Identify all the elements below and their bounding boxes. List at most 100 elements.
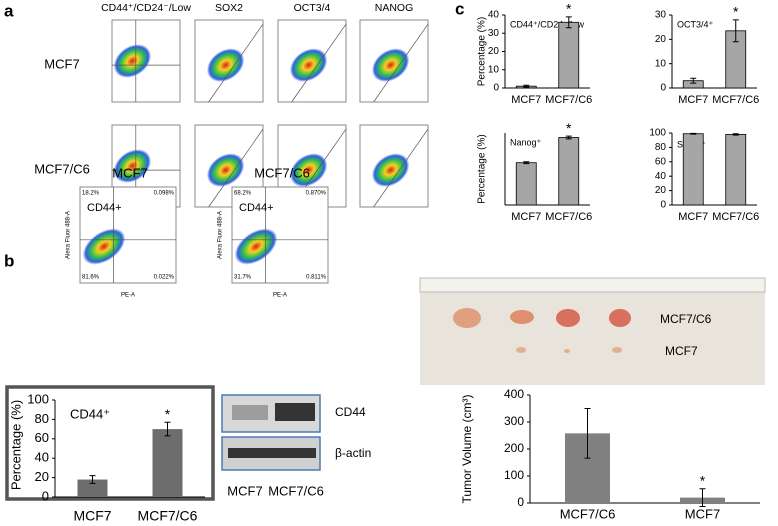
- row-label: MCF7/C6: [34, 161, 90, 176]
- chart-title: CD44⁺/CD24⁻/low: [510, 19, 585, 29]
- column-header: CD44⁺/CD24⁻/Low: [101, 2, 191, 14]
- significance-marker: *: [165, 406, 171, 422]
- y-axis-label: Percentage (%): [477, 134, 488, 203]
- flow-title: MCF7: [112, 165, 147, 180]
- flow-density: [113, 44, 152, 78]
- flow-density: [113, 149, 152, 183]
- flow-density: [206, 153, 245, 187]
- y-tick-label: 30: [655, 10, 667, 21]
- axis-label: PE-A: [121, 293, 135, 299]
- gate-line: [208, 128, 264, 208]
- tumor-photo: [420, 278, 765, 385]
- blot-label: CD44: [335, 405, 366, 419]
- photo-label: MCF7: [665, 344, 698, 358]
- x-tick-label: MCF7/C6: [545, 94, 592, 106]
- y-tick-label: 40: [655, 171, 667, 182]
- x-tick-label: MCF7: [678, 211, 708, 223]
- flow-density: [289, 153, 328, 187]
- x-tick-label: MCF7: [678, 94, 708, 106]
- tumor: [612, 347, 622, 353]
- tumor: [556, 309, 580, 327]
- y-tick-label: 300: [504, 414, 524, 428]
- blot-band: [228, 448, 316, 458]
- y-tick-label: 0: [493, 83, 499, 94]
- y-tick-label: 60: [35, 430, 49, 445]
- bar: [152, 429, 183, 497]
- y-axis-label: Percentage (%): [477, 17, 488, 86]
- significance-marker: *: [733, 4, 739, 20]
- error-bar: [164, 421, 171, 437]
- error-bar: [523, 161, 530, 165]
- y-tick-label: 0: [42, 488, 49, 503]
- y-tick-label: 80: [655, 142, 667, 153]
- chart-title: Nanog⁺: [510, 137, 542, 147]
- axis-label: Alexa Fluor 488-A: [218, 211, 224, 259]
- error-bar: [699, 488, 706, 508]
- y-tick-label: 10: [655, 58, 667, 69]
- significance-marker: *: [566, 120, 572, 136]
- y-tick-label: 40: [488, 10, 500, 21]
- y-tick-label: 10: [488, 64, 500, 75]
- y-tick-label: 20: [655, 34, 667, 45]
- error-bar: [690, 132, 697, 135]
- error-bar: [89, 475, 96, 484]
- y-tick-label: 20: [655, 185, 667, 196]
- gate-line: [373, 128, 429, 208]
- tumor: [453, 308, 481, 328]
- photo-label: MCF7/C6: [660, 312, 712, 326]
- ruler: [419, 277, 766, 293]
- y-tick-label: 60: [655, 156, 667, 167]
- quadrant-value: 0.022%: [154, 275, 175, 281]
- gate-label: CD44+: [87, 202, 122, 214]
- gate-line: [291, 23, 347, 103]
- gate-label: CD44+: [239, 202, 274, 214]
- blot-band: [232, 405, 268, 420]
- x-tick-label: MCF7/C6: [712, 94, 759, 106]
- bar: [558, 137, 580, 206]
- error-bar: [584, 408, 591, 459]
- panel-label: c: [455, 0, 464, 18]
- y-tick-label: 0: [517, 495, 524, 509]
- x-tick-label: MCF7/C6: [545, 211, 592, 223]
- significance-marker: *: [700, 472, 706, 488]
- flow-density: [234, 228, 278, 265]
- column-header: SOX2: [215, 2, 243, 14]
- quadrant-value: 0.811%: [306, 275, 327, 281]
- x-tick-label: MCF7/C6: [138, 508, 198, 524]
- tumor: [609, 309, 631, 327]
- gate-line: [208, 23, 264, 103]
- quadrant-value: 0.098%: [154, 191, 175, 197]
- column-header: NANOG: [375, 2, 414, 14]
- error-bar: [732, 19, 739, 43]
- y-tick-label: 100: [504, 468, 524, 482]
- error-bar: [523, 84, 530, 88]
- panel-label: a: [4, 1, 14, 20]
- tumor: [564, 349, 570, 353]
- x-tick-label: MCF7: [511, 94, 541, 106]
- x-tick-label: MCF7: [511, 211, 541, 223]
- panel-label: b: [4, 251, 14, 270]
- x-tick-label: MCF7/C6: [560, 506, 616, 521]
- error-bar: [565, 135, 572, 140]
- y-tick-label: 400: [504, 387, 524, 401]
- blot-band: [275, 403, 315, 421]
- quadrant-value: 81.6%: [82, 275, 100, 281]
- y-tick-label: 200: [504, 441, 524, 455]
- column-header: OCT3/4: [294, 2, 331, 14]
- quadrant-value: 68.2%: [234, 191, 252, 197]
- y-tick-label: 100: [27, 391, 49, 406]
- significance-marker: *: [566, 1, 572, 17]
- bar: [515, 162, 537, 206]
- x-tick-label: MCF7: [73, 508, 111, 524]
- flow-density: [82, 228, 126, 265]
- blot-lane: MCF7: [227, 483, 262, 498]
- y-tick-label: 20: [35, 469, 49, 484]
- y-tick-label: 80: [35, 411, 49, 426]
- row-label: MCF7: [44, 56, 79, 71]
- flow-density: [206, 48, 245, 82]
- chart-title: CD44⁺: [70, 406, 110, 421]
- flow-plot: [79, 186, 177, 284]
- bar: [77, 479, 108, 497]
- flow-density: [289, 48, 328, 82]
